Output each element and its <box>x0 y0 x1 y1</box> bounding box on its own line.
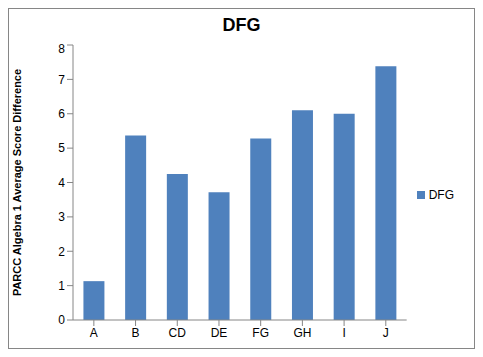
svg-text:J: J <box>383 326 389 340</box>
html-text:DFG: DFG <box>222 15 261 35</box>
svg-text:3: 3 <box>58 210 65 224</box>
html-text:DFG: DFG <box>428 187 454 202</box>
svg-text:DE: DE <box>211 326 228 340</box>
svg-text:GH: GH <box>293 326 311 340</box>
svg-text:7: 7 <box>58 73 65 87</box>
svg-text:B: B <box>132 326 140 340</box>
svg-text:8: 8 <box>58 42 65 56</box>
svg-text:FG: FG <box>252 326 269 340</box>
svg-text:4: 4 <box>58 176 65 190</box>
svg-text:6: 6 <box>58 107 65 121</box>
svg-text:A: A <box>90 326 98 340</box>
svg-text:PARCC Algebra 1 Average Score: PARCC Algebra 1 Average Score Difference <box>11 69 23 296</box>
svg-text:I: I <box>342 326 345 340</box>
svg-text:2: 2 <box>58 245 65 259</box>
svg-text:5: 5 <box>58 141 65 155</box>
svg-text:1: 1 <box>58 279 65 293</box>
svg-text:0: 0 <box>58 313 65 327</box>
svg-text:CD: CD <box>169 326 187 340</box>
